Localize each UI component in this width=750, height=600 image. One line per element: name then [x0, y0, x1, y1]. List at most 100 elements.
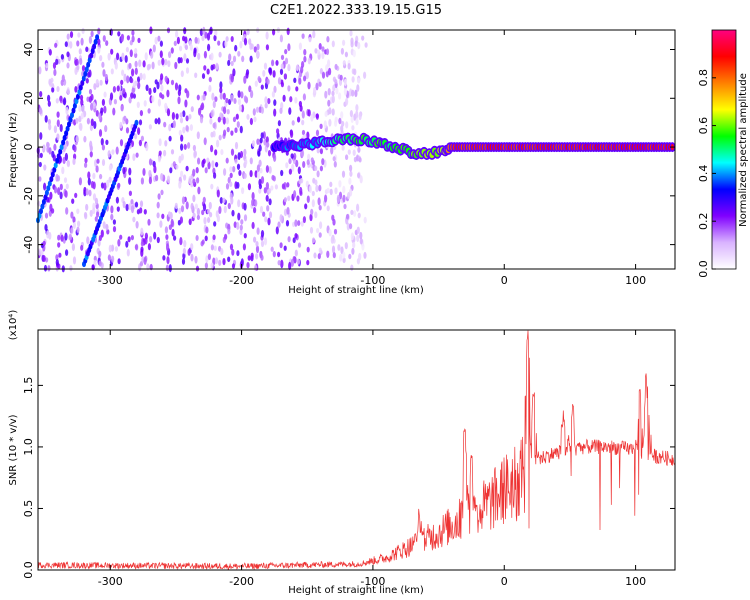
streak-cell: [68, 116, 73, 123]
y-tick-label: 0.0: [22, 561, 35, 579]
heatmap-cell: [213, 245, 217, 251]
heatmap-cell: [291, 163, 295, 172]
heatmap-cell: [149, 235, 153, 243]
heatmap-cell: [307, 57, 311, 65]
heatmap-cell: [183, 53, 187, 62]
heatmap-cell: [87, 171, 91, 180]
heatmap-cell: [184, 36, 188, 44]
heatmap-cell: [279, 107, 283, 114]
heatmap-cell: [154, 36, 158, 45]
streak-cell: [71, 107, 76, 114]
heatmap-cell: [349, 110, 353, 118]
heatmap-cell: [286, 27, 290, 36]
heatmap-cell: [292, 237, 296, 244]
heatmap-cell: [134, 52, 138, 59]
heatmap-cell: [248, 38, 252, 45]
heatmap-cell: [115, 146, 119, 155]
heatmap-cell: [209, 211, 213, 218]
heatmap-cell: [39, 152, 43, 159]
heatmap-cell: [168, 51, 172, 59]
heatmap-cell: [209, 118, 213, 125]
heatmap-cell: [315, 82, 319, 91]
heatmap-cell: [283, 208, 288, 217]
heatmap-cell: [204, 235, 208, 242]
heatmap-cell: [92, 207, 96, 215]
heatmap-cell: [265, 194, 269, 202]
heatmap-cell: [239, 224, 243, 231]
heatmap-cell: [359, 231, 363, 240]
heatmap-cell: [70, 227, 74, 235]
heatmap-cell: [44, 212, 49, 219]
heatmap-cell: [285, 220, 290, 227]
heatmap-cell: [94, 197, 99, 206]
heatmap-cell: [77, 32, 81, 38]
heatmap-cell: [90, 30, 94, 38]
heatmap-cell: [330, 146, 334, 155]
heatmap-cell: [135, 152, 139, 158]
heatmap-cell: [56, 133, 60, 141]
streak-cell: [70, 112, 74, 119]
heatmap-cell: [364, 42, 368, 48]
heatmap-cell: [256, 164, 260, 172]
heatmap-cell: [236, 181, 240, 189]
heatmap-cell: [74, 85, 78, 93]
heatmap-cell: [178, 129, 182, 136]
heatmap-cell: [339, 74, 343, 81]
heatmap-cell: [178, 180, 182, 189]
heatmap-cell: [179, 112, 183, 118]
heatmap-cell: [223, 168, 227, 176]
heatmap-cell: [256, 170, 260, 179]
heatmap-cell: [283, 197, 287, 203]
heatmap-cell: [348, 253, 352, 260]
x-tick-label: 0: [501, 274, 508, 287]
heatmap-cell: [201, 239, 205, 245]
heatmap-cell: [64, 41, 68, 48]
heatmap-cell: [302, 160, 306, 169]
heatmap-cell: [295, 64, 299, 72]
heatmap-cell: [279, 214, 283, 223]
heatmap-cell: [74, 192, 78, 199]
heatmap-cell: [207, 161, 211, 170]
heatmap-cell: [331, 245, 336, 254]
heatmap-cell: [347, 192, 351, 200]
heatmap-cell: [249, 169, 253, 178]
heatmap-cell: [68, 233, 72, 241]
heatmap-cell: [321, 46, 325, 53]
heatmap-cell: [202, 196, 206, 204]
heatmap-cell: [272, 250, 276, 258]
heatmap-cell: [125, 127, 130, 134]
heatmap-cell: [213, 221, 217, 227]
heatmap-cell: [250, 43, 254, 50]
heatmap-cell: [247, 255, 251, 261]
heatmap-cell: [195, 234, 199, 242]
heatmap-cell: [279, 242, 283, 249]
heatmap-cell: [48, 147, 52, 155]
heatmap-cell: [93, 121, 97, 129]
heatmap-cell: [267, 217, 271, 226]
heatmap-cell: [154, 118, 158, 125]
heatmap-cell: [239, 125, 243, 134]
heatmap-cell: [343, 88, 347, 96]
heatmap-cell: [131, 35, 135, 43]
x-tick-label: -200: [229, 274, 254, 287]
heatmap-cell: [203, 216, 207, 225]
heatmap-cell: [342, 194, 346, 203]
heatmap-cell: [337, 244, 341, 251]
heatmap-cell: [289, 96, 293, 103]
heatmap-cell: [224, 40, 228, 48]
heatmap-cell: [49, 191, 53, 200]
heatmap-cell: [264, 102, 268, 109]
heatmap-cell: [238, 104, 242, 112]
heatmap-cell: [173, 235, 177, 241]
heatmap-cell: [259, 137, 263, 144]
heatmap-cell: [357, 172, 361, 179]
heatmap-cell: [98, 112, 102, 120]
heatmap-cell: [210, 110, 214, 118]
snr-scale-label: (x10⁴): [8, 310, 19, 341]
heatmap-cell: [196, 94, 200, 101]
heatmap-cell: [180, 70, 184, 78]
heatmap-cell: [65, 207, 69, 215]
heatmap-cell: [254, 80, 258, 87]
heatmap-cell: [234, 141, 239, 150]
heatmap-cell: [263, 62, 268, 70]
